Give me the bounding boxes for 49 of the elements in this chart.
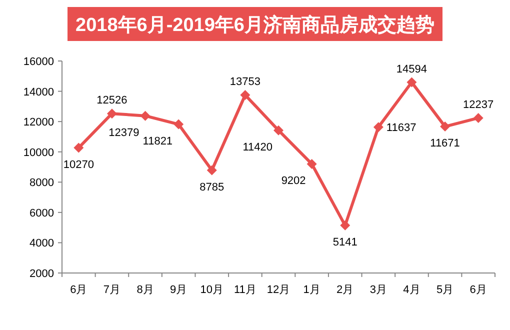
x-tick-label: 2月 xyxy=(336,284,354,296)
y-tick-label: 4000 xyxy=(30,238,54,250)
title: 2018年6月-2019年6月济南商品房成交趋势 xyxy=(68,7,442,41)
x-tick-label: 10月 xyxy=(200,284,224,296)
point xyxy=(373,122,384,132)
data-label: 11821 xyxy=(142,135,173,148)
data-label: 12237 xyxy=(463,98,494,111)
data-label: 5141 xyxy=(332,236,358,248)
x-tick-label: 6月 xyxy=(470,284,487,296)
x-tick-label: 1月 xyxy=(303,284,320,296)
y-tick-label: 12000 xyxy=(23,116,54,129)
data-label: 12379 xyxy=(108,126,140,139)
y-tick-label: 10000 xyxy=(23,146,54,159)
point xyxy=(306,158,317,169)
x-tick-label: 5月 xyxy=(436,284,454,296)
y-tick-label: 6000 xyxy=(30,207,54,220)
x-tick-label: 3月 xyxy=(370,284,387,296)
y-tick-label: 8000 xyxy=(30,177,54,190)
point xyxy=(406,77,417,88)
data-label: 11420 xyxy=(242,141,272,154)
data-label: 11671 xyxy=(430,138,460,150)
x-tick-label: 12月 xyxy=(266,284,290,296)
x-tick-label: 6月 xyxy=(70,284,88,296)
chart-title: 2018年6月-2019年6月济南商品房成交趋势 xyxy=(76,14,434,36)
point xyxy=(174,119,184,130)
x-tick-label: 11月 xyxy=(234,284,256,296)
y-tick-label: 2000 xyxy=(30,268,54,280)
y-tick-label: 16000 xyxy=(23,56,54,68)
data-label: 11637 xyxy=(386,122,416,134)
x-tick-label: 8月 xyxy=(136,284,154,296)
point xyxy=(74,142,84,153)
x-tick-label: 9月 xyxy=(170,284,188,296)
point xyxy=(240,90,250,100)
point xyxy=(140,110,150,121)
point xyxy=(473,112,484,123)
data-label: 8785 xyxy=(200,181,224,194)
point xyxy=(340,220,350,230)
data-label: 12526 xyxy=(96,94,128,107)
data-label: 13753 xyxy=(230,76,260,88)
point xyxy=(206,165,217,176)
data-label: 14594 xyxy=(396,63,428,76)
data-label: 9202 xyxy=(281,174,306,187)
y-tick-label: 14000 xyxy=(23,86,54,98)
x-tick-label: 4月 xyxy=(403,284,420,296)
data-label: 10270 xyxy=(63,158,94,171)
point xyxy=(440,122,450,132)
point xyxy=(274,125,284,136)
point xyxy=(106,108,117,119)
x-tick-label: 7月 xyxy=(103,284,121,296)
